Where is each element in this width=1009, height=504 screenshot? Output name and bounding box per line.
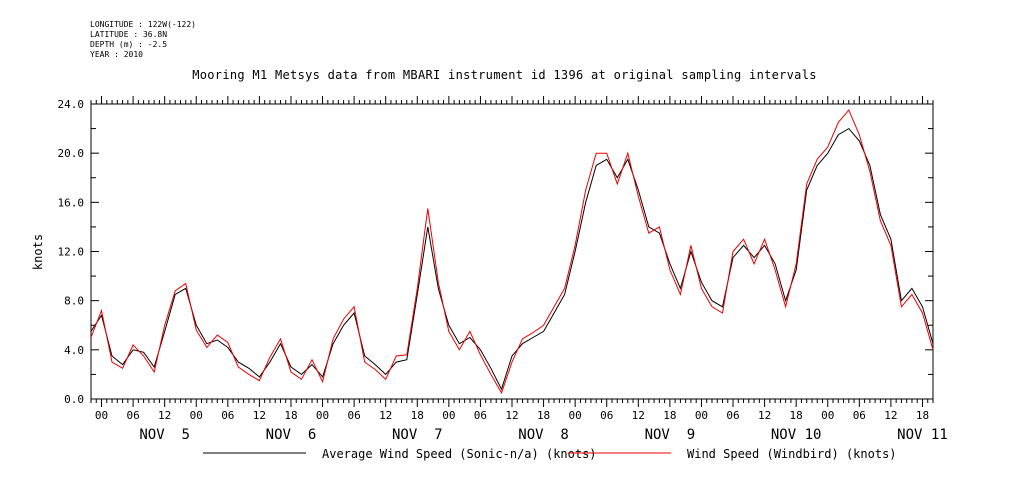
x-hour-label: 00 [442, 409, 455, 422]
x-day-label: NOV 7 [392, 427, 443, 443]
metadata-block: LONGITUDE : 122W(-122) LATITUDE : 36.8N … [90, 20, 196, 60]
x-day-label: NOV 5 [139, 427, 190, 443]
y-tick-label: 4.0 [64, 344, 84, 357]
x-hour-label: 00 [695, 409, 708, 422]
y-tick-label: 16.0 [58, 196, 85, 209]
x-hour-label: 12 [379, 409, 392, 422]
x-hour-label: 18 [411, 409, 424, 422]
x-hour-label: 12 [758, 409, 771, 422]
x-hour-label: 18 [916, 409, 929, 422]
x-hour-label: 00 [190, 409, 203, 422]
x-hour-label: 18 [663, 409, 676, 422]
y-tick-label: 8.0 [64, 295, 84, 308]
latitude-label: LATITUDE : 36.8N [90, 30, 168, 39]
x-hour-label: 12 [632, 409, 645, 422]
legend: Average Wind Speed (Sonic-n/a) (knots) W… [203, 447, 897, 461]
series-average-wind-speed [90, 127, 934, 391]
x-hour-label: 18 [284, 409, 297, 422]
depth-label: DEPTH (m) : -2.5 [90, 40, 168, 49]
x-hour-label: 00 [569, 409, 582, 422]
longitude-label: LONGITUDE : 122W(-122) [90, 20, 196, 29]
y-axis-label: knots [31, 234, 45, 270]
year-label: YEAR : 2010 [90, 50, 143, 59]
x-hour-label: 06 [600, 409, 613, 422]
x-hour-label: 12 [884, 409, 897, 422]
legend-label-average: Average Wind Speed (Sonic-n/a) (knots) [322, 447, 597, 461]
x-hour-label: 18 [537, 409, 550, 422]
x-hour-label: 00 [316, 409, 329, 422]
x-hour-label: 12 [253, 409, 266, 422]
x-day-label: NOV 8 [518, 427, 569, 443]
x-day-label: NOV 10 [771, 427, 822, 443]
legend-label-windbird: Wind Speed (Windbird) (knots) [687, 447, 897, 461]
x-hour-label: 06 [474, 409, 487, 422]
chart-title: Mooring M1 Metsys data from MBARI instru… [192, 68, 817, 82]
series-windbird-wind-speed [90, 109, 934, 395]
x-hour-label: 12 [505, 409, 518, 422]
plot-frame [90, 103, 934, 400]
data-lines [90, 109, 934, 395]
x-hour-label: 12 [158, 409, 171, 422]
x-hour-label: 00 [821, 409, 834, 422]
x-hour-label: 06 [221, 409, 234, 422]
x-day-label: NOV 11 [897, 427, 948, 443]
x-hour-label: 18 [790, 409, 803, 422]
y-tick-label: 12.0 [58, 246, 85, 259]
x-hour-label: 06 [126, 409, 139, 422]
x-day-label: NOV 6 [266, 427, 317, 443]
y-tick-label: 24.0 [58, 98, 85, 111]
y-tick-label: 0.0 [64, 393, 84, 406]
x-hour-label: 00 [95, 409, 108, 422]
x-hour-label: 06 [348, 409, 361, 422]
x-day-label: NOV 9 [645, 427, 696, 443]
y-tick-label: 20.0 [58, 147, 85, 160]
x-hour-label: 06 [853, 409, 866, 422]
axis-ticks: 0.0 4.0 8.0 12.0 16.0 20.0 24.0 00 06 12 18 00 06 12 1… [58, 96, 948, 443]
x-hour-label: 06 [726, 409, 739, 422]
